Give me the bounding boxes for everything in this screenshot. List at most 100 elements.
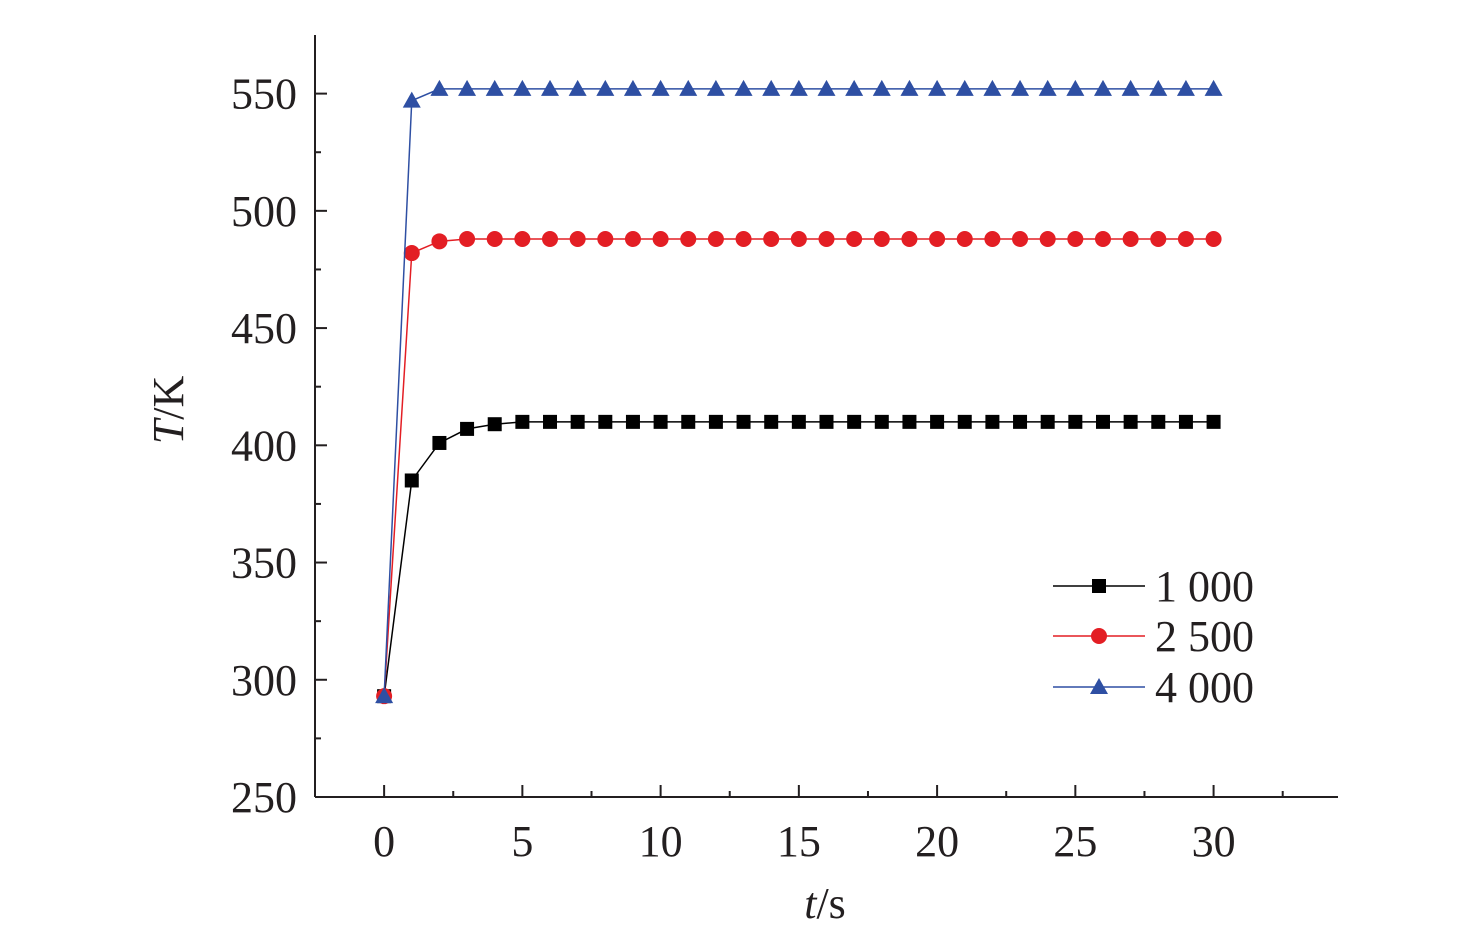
legend-label: 4 000 [1155, 663, 1254, 712]
data-point [1123, 414, 1138, 429]
data-point [624, 230, 641, 247]
series-1 [376, 230, 1222, 705]
series-line [383, 88, 1214, 697]
data-point [734, 79, 753, 96]
data-point [735, 230, 752, 247]
data-point [902, 414, 917, 429]
x-tick-label: 25 [1053, 817, 1097, 866]
data-point [1205, 230, 1222, 247]
data-point [707, 230, 724, 247]
data-point [458, 79, 477, 96]
data-point [651, 79, 670, 96]
legend-label: 1 000 [1155, 562, 1254, 611]
y-tick-label: 400 [231, 421, 297, 470]
series-line [383, 238, 1214, 697]
data-point [568, 79, 587, 96]
y-axis-label: T/K [144, 376, 193, 445]
data-point [818, 230, 835, 247]
data-point [1093, 79, 1112, 96]
x-axis-unit: /s [816, 879, 845, 928]
data-point [874, 414, 889, 429]
data-point [900, 79, 919, 96]
x-tick-label: 20 [915, 817, 959, 866]
data-point [430, 79, 449, 96]
axes: 250 300 350 400 450 500 550 0 5 10 15 20 25 30 [231, 35, 1338, 866]
data-point [789, 79, 808, 96]
data-point [929, 230, 946, 247]
data-point [432, 435, 447, 450]
data-point [597, 230, 614, 247]
y-tick-label: 550 [231, 70, 297, 119]
data-point [1067, 230, 1084, 247]
data-point [901, 230, 918, 247]
data-point [543, 414, 558, 429]
data-point [762, 79, 781, 96]
legend-marker [1091, 628, 1107, 644]
data-point [652, 230, 669, 247]
data-point [487, 417, 502, 432]
x-tick-label: 30 [1192, 817, 1236, 866]
data-point [1094, 230, 1111, 247]
legend-item: 2 500 [1053, 612, 1254, 661]
data-point [706, 79, 725, 96]
data-point [485, 79, 504, 96]
data-point [1122, 230, 1139, 247]
data-point [930, 414, 945, 429]
data-point [515, 414, 530, 429]
data-point [486, 230, 503, 247]
data-point [598, 414, 613, 429]
data-point [623, 79, 642, 96]
data-point [1177, 230, 1194, 247]
x-axis-label: t/s [804, 879, 846, 928]
data-point [847, 414, 862, 429]
data-point [928, 79, 947, 96]
data-point [763, 230, 780, 247]
y-tick-label: 450 [231, 304, 297, 353]
data-point [431, 233, 448, 250]
data-point [1095, 414, 1110, 429]
y-tick-label: 350 [231, 539, 297, 588]
data-point [983, 79, 1002, 96]
data-point [403, 245, 420, 262]
data-point [681, 414, 696, 429]
legend-item: 1 000 [1053, 562, 1254, 611]
series-line [383, 421, 1214, 697]
data-point [1150, 230, 1167, 247]
data-point [1178, 414, 1193, 429]
data-point [1151, 414, 1166, 429]
data-point [625, 414, 640, 429]
data-point [1176, 79, 1195, 96]
legend-marker [1092, 579, 1106, 593]
data-point [1011, 79, 1030, 96]
x-axis-var: t [804, 879, 818, 928]
data-point [872, 79, 891, 96]
data-point [459, 230, 476, 247]
data-point [873, 230, 890, 247]
y-tick-label: 500 [231, 187, 297, 236]
data-point [653, 414, 668, 429]
data-point [817, 79, 836, 96]
data-point [736, 414, 751, 429]
data-point [570, 414, 585, 429]
data-point [845, 79, 864, 96]
data-point [1149, 79, 1168, 96]
data-point [846, 230, 863, 247]
data-point [596, 79, 615, 96]
data-point [955, 79, 974, 96]
y-axis-var: T [144, 416, 193, 444]
data-point [402, 91, 421, 108]
legend-label: 2 500 [1155, 612, 1254, 661]
data-point [1038, 79, 1057, 96]
data-point [1066, 79, 1085, 96]
legend-marker [1090, 678, 1108, 694]
legend-item: 4 000 [1053, 663, 1254, 712]
x-tick-label: 5 [511, 817, 533, 866]
data-point [514, 230, 531, 247]
data-point [1068, 414, 1083, 429]
data-point [985, 414, 1000, 429]
series-layer [375, 79, 1223, 705]
data-point [541, 79, 560, 96]
data-point [764, 414, 779, 429]
